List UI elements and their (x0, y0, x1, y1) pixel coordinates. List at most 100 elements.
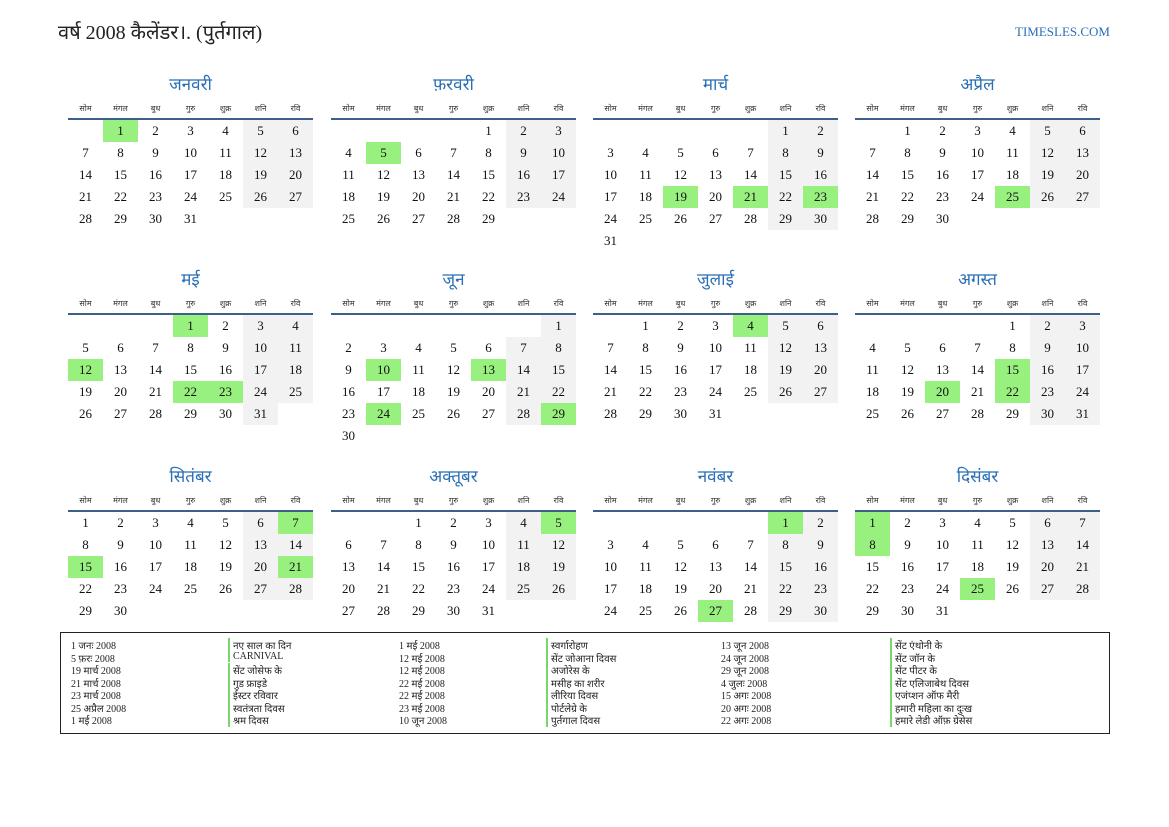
weekday-label: शुक्र (219, 496, 232, 505)
holiday-date: 12 मई 2008 (399, 653, 445, 665)
day-cell: 26 (1006, 581, 1019, 596)
day-cell: 11 (639, 167, 652, 182)
day-cell: 28 (79, 211, 92, 226)
day-cell: 29 (482, 211, 495, 226)
day-cell: 5 (677, 537, 684, 552)
day-cell: 15 (114, 167, 127, 182)
day-cell: 30 (219, 406, 232, 421)
day-cell: 4 (506, 512, 541, 534)
day-cell: 22 (173, 381, 208, 403)
day-cell: 22 (482, 189, 495, 204)
day-cell: 22 (995, 381, 1030, 403)
weekday-label: शुक्र (744, 104, 757, 113)
month-rule (68, 510, 313, 512)
weekday-label: रवि (290, 496, 301, 505)
weekday-label: गुरु (185, 104, 196, 113)
day-cell: 7 (506, 337, 541, 359)
day-cell: 19 (219, 559, 232, 574)
day-cell: 27 (936, 406, 949, 421)
weekday-label: गुरु (448, 104, 459, 113)
day-cell: 6 (803, 315, 838, 337)
weekday-label: गुरु (710, 496, 721, 505)
day-cell: 23 (674, 384, 687, 399)
day-cell: 26 (219, 581, 232, 596)
day-cell: 15 (639, 362, 652, 377)
day-cell: 25 (960, 578, 995, 600)
day-cell: 18 (278, 359, 313, 381)
day-cell: 25 (995, 186, 1030, 208)
day-cell: 6 (278, 120, 313, 142)
day-cell: 22 (639, 384, 652, 399)
day-cell: 1 (485, 123, 492, 138)
day-cell: 5 (677, 145, 684, 160)
day-cell: 1 (642, 318, 649, 333)
holiday-date: 13 जून 2008 (721, 641, 769, 652)
day-cell: 31 (604, 233, 617, 248)
day-cell: 14 (604, 362, 617, 377)
day-cell: 25 (639, 603, 652, 618)
day-cell: 4 (1009, 123, 1016, 138)
weekday-label: गुरु (710, 104, 721, 113)
day-cell: 30 (114, 603, 127, 618)
weekday-label: मंगल (900, 496, 915, 505)
day-cell: 22 (866, 581, 879, 596)
month-name: फ़रवरी (433, 75, 474, 94)
month-rule (593, 118, 838, 120)
weekday-label: बुध (675, 104, 686, 113)
weekday-label: गुरु (972, 299, 983, 308)
day-cell: 14 (971, 362, 984, 377)
day-cell: 6 (117, 340, 124, 355)
holiday-date: 22 मई 2008 (399, 678, 445, 690)
day-cell: 10 (1065, 337, 1100, 359)
day-cell: 22 (412, 581, 425, 596)
day-cell: 23 (114, 581, 127, 596)
holiday-name: पुर्तगाल दिवस (546, 713, 600, 727)
day-cell: 29 (412, 603, 425, 618)
holiday-date: 23 मई 2008 (399, 703, 445, 715)
day-cell: 24 (604, 603, 617, 618)
day-cell: 24 (149, 581, 162, 596)
day-cell: 5 (82, 340, 89, 355)
weekday-label: सोम (604, 496, 617, 505)
weekday-label: बुध (675, 299, 686, 308)
weekday-label: मंगल (376, 299, 391, 308)
day-cell: 21 (278, 556, 313, 578)
day-cell: 30 (149, 211, 162, 226)
weekday-label: शनि (1041, 104, 1054, 113)
day-cell: 20 (412, 189, 425, 204)
day-cell: 7 (82, 145, 89, 160)
day-cell: 3 (380, 340, 387, 355)
day-cell: 15 (768, 164, 803, 186)
day-cell: 17 (541, 164, 576, 186)
day-cell: 5 (541, 512, 576, 534)
site-link[interactable]: TIMESLES.COM (1015, 24, 1110, 39)
holiday-name: सेंट जॉन के (890, 650, 935, 665)
day-cell: 9 (803, 142, 838, 164)
weekday-label: शनि (779, 104, 792, 113)
day-cell: 20 (1030, 556, 1065, 578)
day-cell: 25 (506, 578, 541, 600)
day-cell: 23 (506, 186, 541, 208)
day-cell: 20 (709, 581, 722, 596)
holiday-name: नए साल का दिन (228, 638, 291, 652)
day-cell: 15 (482, 167, 495, 182)
day-cell: 30 (447, 603, 460, 618)
weekday-label: शनि (517, 299, 530, 308)
holiday-name: लीरिया दिवस (546, 688, 598, 702)
weekday-label: मंगल (113, 496, 128, 505)
day-cell: 9 (803, 534, 838, 556)
day-cell: 8 (768, 142, 803, 164)
day-cell: 3 (187, 123, 194, 138)
day-cell: 16 (447, 559, 460, 574)
weekday-label: बुध (413, 496, 424, 505)
weekday-label: बुध (150, 104, 161, 113)
day-cell: 16 (803, 164, 838, 186)
day-cell: 4 (415, 340, 422, 355)
day-cell: 24 (366, 403, 401, 425)
day-cell: 17 (482, 559, 495, 574)
day-cell: 2 (803, 120, 838, 142)
day-cell: 7 (607, 340, 614, 355)
day-cell: 1 (904, 123, 911, 138)
day-cell: 20 (243, 556, 278, 578)
day-cell: 22 (768, 186, 803, 208)
